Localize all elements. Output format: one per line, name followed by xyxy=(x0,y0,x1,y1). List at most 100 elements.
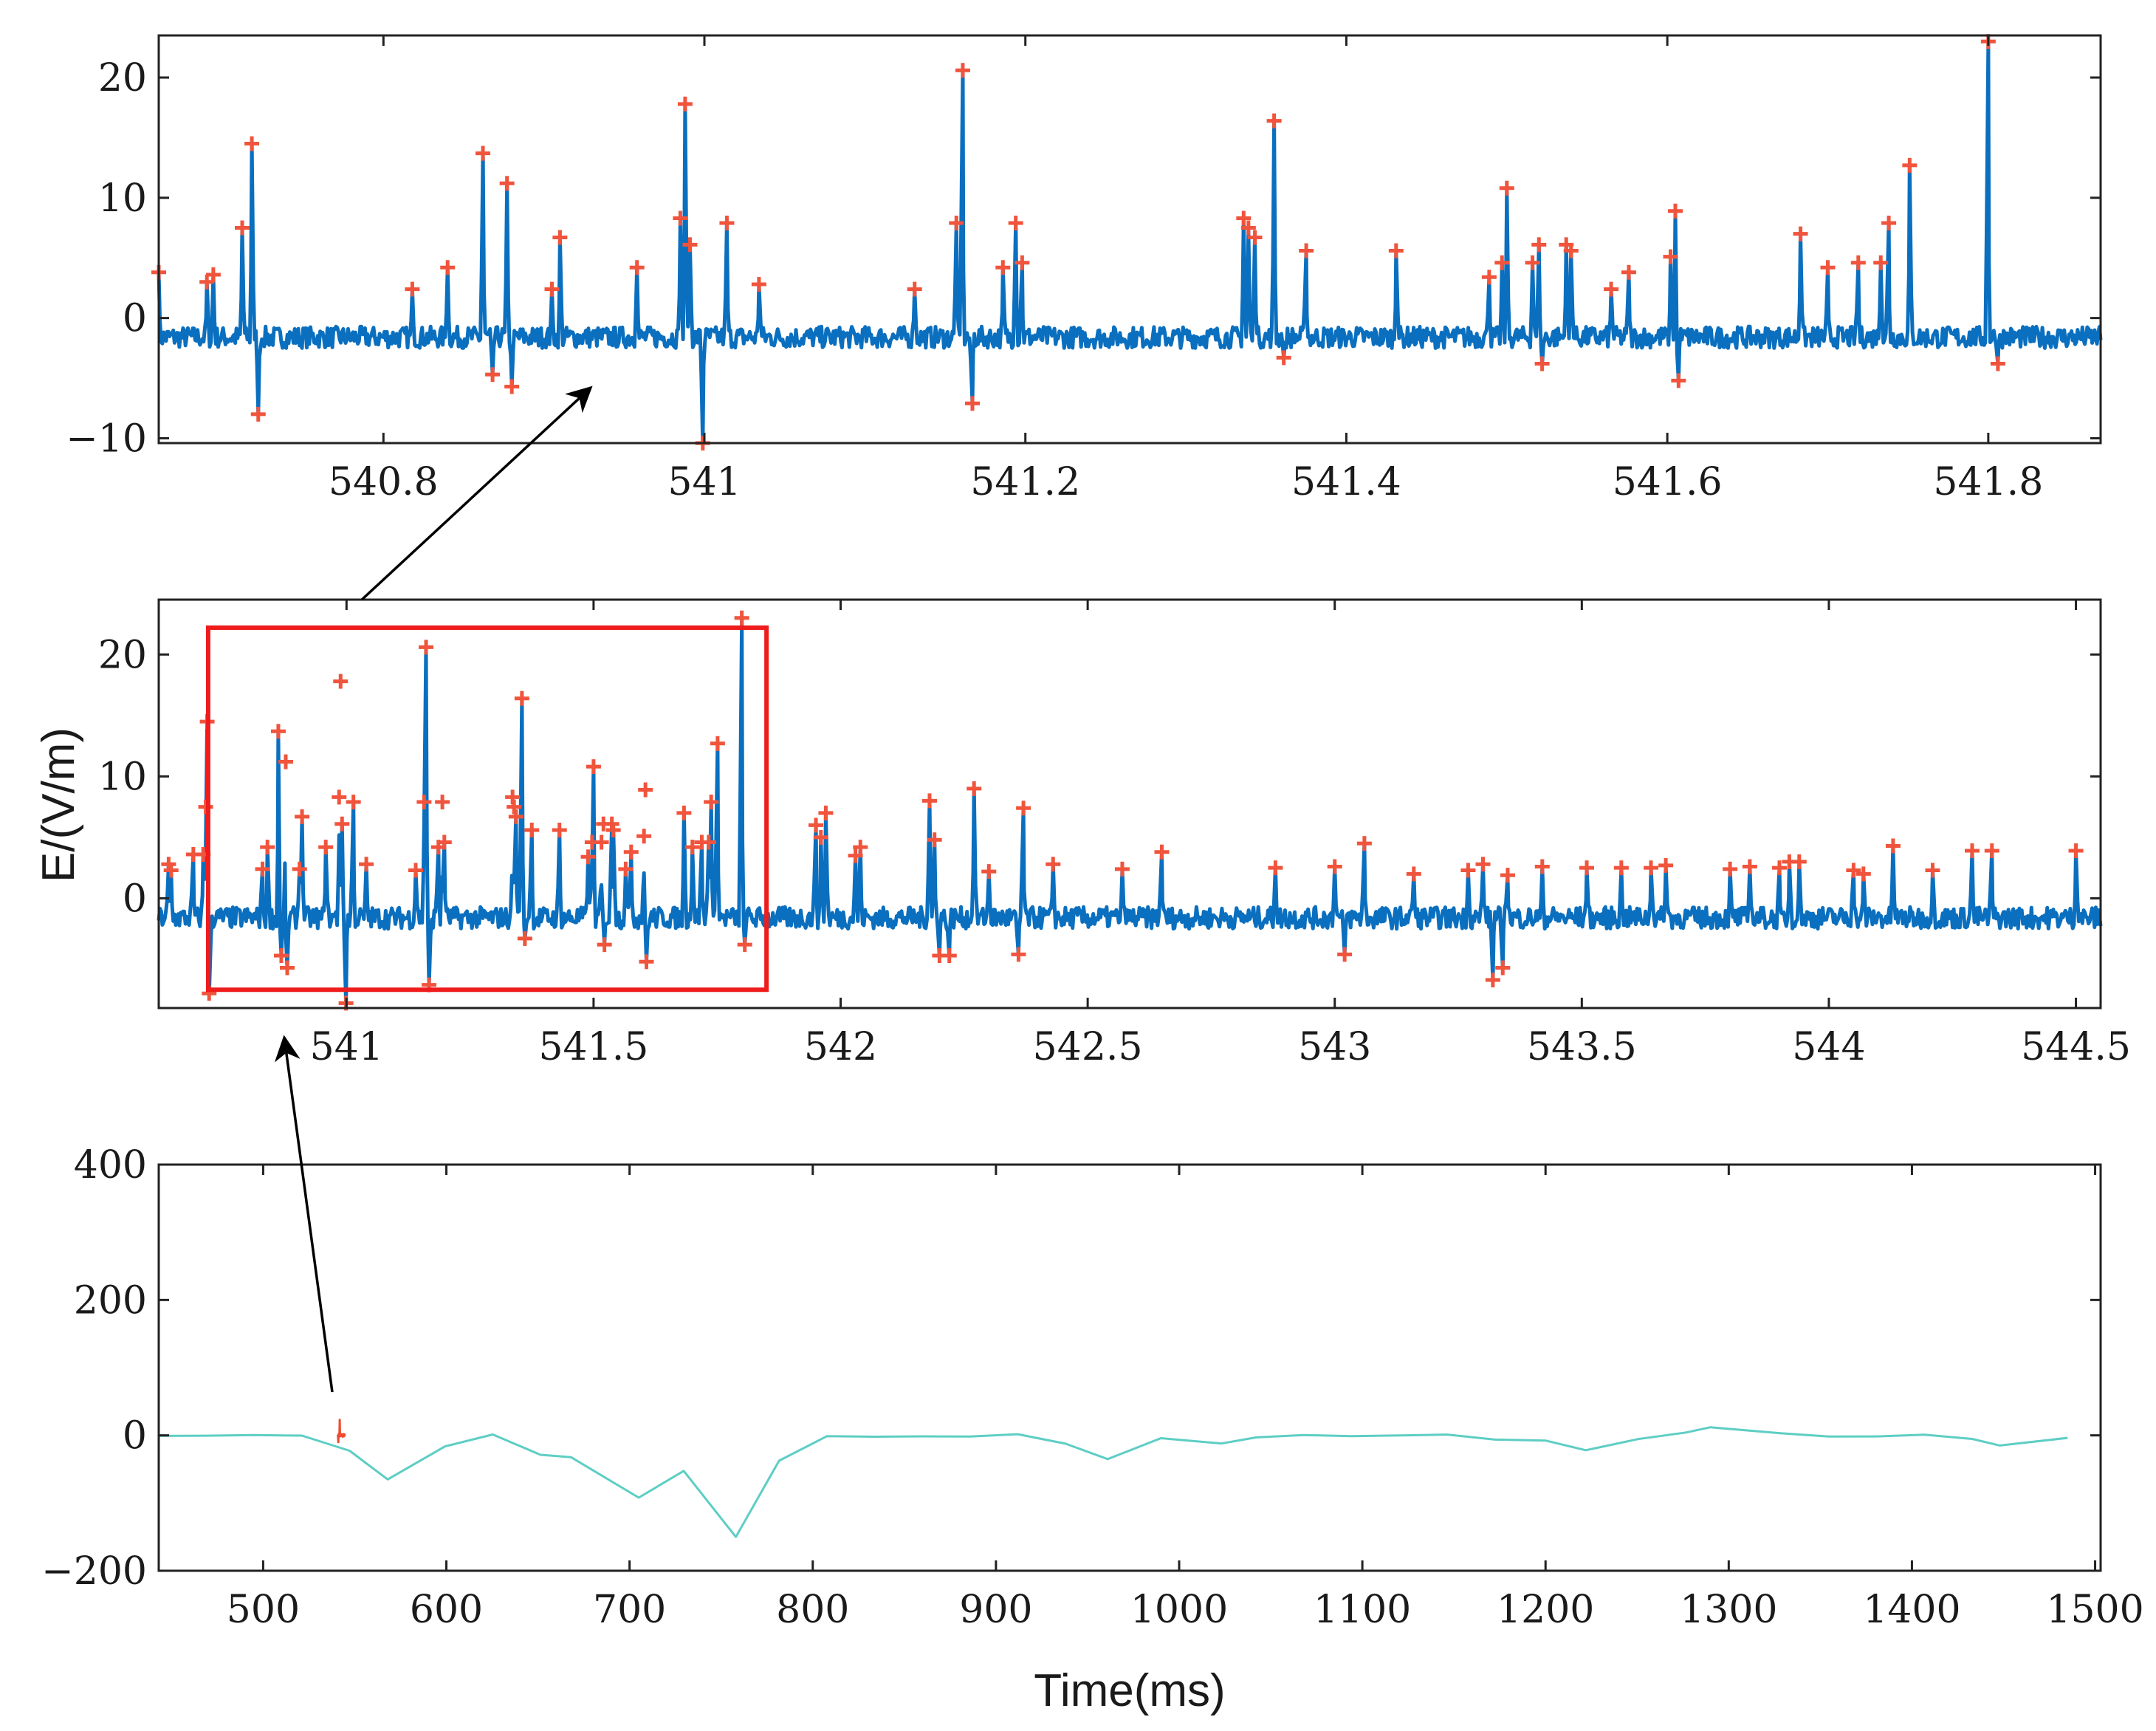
peak-marker xyxy=(1495,960,1511,976)
x-tick-label: 1400 xyxy=(1863,1588,1960,1632)
peak-marker xyxy=(967,781,982,796)
peak-marker xyxy=(514,690,529,706)
peak-marker xyxy=(318,840,334,855)
bottom-plot-area xyxy=(158,1419,2068,1538)
series-line-e-field xyxy=(157,616,2103,1005)
peak-marker xyxy=(701,834,716,850)
top-panel: 540.8 541 541.2 541.4 541.6 541.8 −10 0 10 20 xyxy=(66,34,2103,504)
peak-marker xyxy=(710,736,725,751)
top-x-ticks: 540.8 541 541.2 541.4 541.6 541.8 xyxy=(329,35,2043,504)
peak-marker xyxy=(250,406,266,422)
peak-marker xyxy=(1621,264,1636,280)
peak-marker xyxy=(552,822,567,837)
x-tick-label: 1300 xyxy=(1680,1588,1777,1632)
series-line-e-field-zoom-of-red-box- xyxy=(157,39,2103,445)
middle-y-ticks: 0 10 20 xyxy=(98,633,2101,921)
peak-marker xyxy=(1772,860,1788,876)
peak-marker xyxy=(949,216,964,231)
series-line-zoomed-segment xyxy=(336,1419,346,1444)
peak-marker xyxy=(1604,281,1619,297)
x-tick-label: 1000 xyxy=(1130,1588,1228,1632)
middle-plot-area xyxy=(157,610,2103,1011)
peak-marker xyxy=(440,260,456,275)
x-tick-label: 540.8 xyxy=(329,460,439,504)
peak-marker xyxy=(1855,866,1871,882)
peak-marker xyxy=(594,834,609,850)
peak-marker xyxy=(618,861,634,877)
peak-marker xyxy=(1500,868,1515,883)
peak-marker xyxy=(163,863,179,878)
bottom-panel: 500 600 700 800 900 1000 1100 1200 1300 1400 1500 … xyxy=(41,1143,2144,1716)
peak-marker xyxy=(853,840,868,855)
peak-marker xyxy=(682,237,698,253)
bottom-y-ticks: −200 0 200 400 xyxy=(41,1143,2101,1594)
peak-marker xyxy=(255,861,270,877)
peak-marker xyxy=(1793,226,1808,241)
peak-marker xyxy=(1820,260,1836,275)
peak-marker xyxy=(639,954,654,970)
peak-marker xyxy=(346,795,361,810)
peak-marker xyxy=(605,822,621,837)
peak-marker xyxy=(1388,243,1404,258)
peak-marker xyxy=(508,809,523,824)
peak-marker xyxy=(408,863,423,878)
peak-marker xyxy=(1154,844,1170,860)
peak-marker xyxy=(848,848,863,863)
peak-marker xyxy=(1658,857,1674,873)
peak-marker xyxy=(1327,859,1342,874)
peak-marker xyxy=(737,937,752,953)
peak-marker xyxy=(278,754,293,769)
peak-marker xyxy=(333,673,349,689)
peak-marker xyxy=(1015,255,1030,270)
arrow-middle-to-top xyxy=(360,385,593,601)
peak-marker xyxy=(1534,859,1550,874)
peak-marker xyxy=(597,937,612,953)
peak-marker xyxy=(334,816,350,832)
peak-marker xyxy=(1984,843,1999,859)
peak-marker xyxy=(921,793,937,809)
peak-marker xyxy=(517,930,532,946)
peak-marker xyxy=(416,795,432,810)
peak-marker xyxy=(684,840,700,855)
peak-marker xyxy=(629,260,645,275)
peak-marker xyxy=(673,210,688,226)
peak-marker xyxy=(1337,947,1353,962)
peak-marker xyxy=(1850,255,1866,270)
peak-marker xyxy=(359,857,374,872)
peak-marker xyxy=(1236,210,1252,226)
x-tick-label: 600 xyxy=(410,1588,483,1632)
x-tick-label: 700 xyxy=(593,1588,666,1632)
peak-marker xyxy=(260,840,275,855)
peak-marker xyxy=(955,63,970,78)
top-y-ticks: −10 0 10 20 xyxy=(66,56,2101,461)
peak-marker xyxy=(476,145,491,161)
peak-marker xyxy=(273,948,289,964)
top-axes-frame xyxy=(157,34,2102,445)
peak-marker xyxy=(485,367,501,383)
peak-marker xyxy=(1671,373,1686,388)
peak-marker xyxy=(677,96,693,112)
peak-marker xyxy=(507,799,522,815)
peak-marker xyxy=(941,948,957,964)
x-tick-label: 541.5 xyxy=(538,1025,648,1069)
y-tick-label: −10 xyxy=(66,417,147,461)
peak-marker xyxy=(295,809,310,824)
x-tick-label: 1100 xyxy=(1314,1588,1411,1632)
middle-panel: 541 541.5 542 542.5 543 543.5 544 544.5 0 10 20 E… xyxy=(33,598,2131,1069)
peak-marker xyxy=(751,277,766,292)
y-tick-label: −200 xyxy=(41,1549,147,1594)
peak-marker xyxy=(1114,861,1130,877)
peak-marker xyxy=(1485,973,1500,988)
peak-marker xyxy=(927,832,942,848)
peak-marker xyxy=(1460,863,1476,878)
x-tick-label: 541 xyxy=(667,460,741,504)
peak-marker xyxy=(552,230,568,245)
peak-marker xyxy=(1276,350,1291,366)
peak-marker xyxy=(813,829,828,845)
x-tick-label: 500 xyxy=(227,1588,300,1632)
y-tick-label: 400 xyxy=(74,1143,147,1187)
peak-marker xyxy=(1579,860,1595,876)
peak-marker xyxy=(499,176,515,191)
peak-marker xyxy=(205,267,221,283)
peak-marker xyxy=(586,759,601,775)
